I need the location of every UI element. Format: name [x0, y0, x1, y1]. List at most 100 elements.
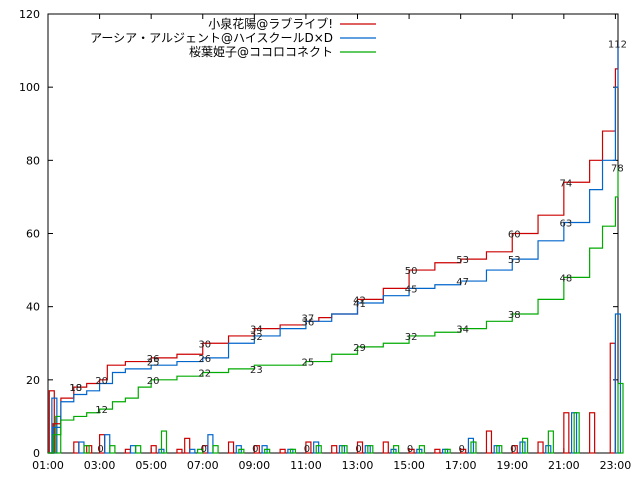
- series-line-1: [48, 43, 619, 454]
- bar-red: [485, 430, 493, 454]
- data-label-series-2: 112: [608, 39, 627, 50]
- x-tick-label: 03:00: [84, 459, 116, 472]
- bar-green: [367, 445, 374, 454]
- bar-green: [444, 448, 451, 454]
- bar-blue: [207, 434, 214, 454]
- bar-zero-label: 0: [458, 444, 464, 455]
- data-label-series-1: 53: [456, 255, 469, 266]
- data-label-series-1: 60: [508, 230, 521, 241]
- bar-green: [109, 445, 116, 454]
- bar-green: [470, 441, 477, 454]
- bar-green: [212, 445, 219, 454]
- x-tick-label: 23:00: [600, 459, 632, 472]
- bar-red: [563, 412, 570, 454]
- bar-red: [434, 448, 441, 454]
- series-line-2: [48, 43, 619, 454]
- x-tick-label: 13:00: [342, 459, 374, 472]
- data-label-series-1: 50: [405, 266, 418, 277]
- bar-blue: [189, 448, 196, 454]
- bar-red: [382, 441, 389, 454]
- bar-green: [393, 445, 400, 454]
- legend-entry-label: 桜葉姫子@ココロコネクト: [189, 45, 333, 59]
- y-tick-label: 20: [26, 374, 40, 387]
- y-tick-label: 120: [19, 8, 40, 21]
- data-label-series-2: 25: [147, 358, 160, 369]
- bar-green: [238, 448, 245, 454]
- data-label-series-3: 34: [456, 325, 469, 336]
- bar-red: [124, 448, 131, 454]
- x-tick-label: 15:00: [393, 459, 425, 472]
- data-label-series-3: 12: [95, 405, 108, 416]
- data-label-series-1: 42: [353, 295, 366, 306]
- data-label-series-2: 32: [250, 332, 263, 343]
- data-label-series-3: 32: [405, 332, 418, 343]
- x-tick-label: 09:00: [238, 459, 270, 472]
- bar-zero-label: 0: [304, 444, 310, 455]
- x-tick-label: 21:00: [548, 459, 580, 472]
- series-line-3: [48, 167, 619, 454]
- data-label-series-3: 20: [147, 376, 160, 387]
- bar-green: [196, 448, 204, 454]
- data-label-series-1: 26: [147, 354, 160, 365]
- bar-green: [496, 445, 503, 454]
- data-label-series-2: 53: [508, 255, 521, 266]
- data-label-series-1: 34: [250, 325, 263, 336]
- data-label-series-2: 18: [69, 383, 82, 394]
- hourly-bars: 0 0 0 0 0 0 0 0: [48, 313, 624, 455]
- data-label-series-3: 23: [250, 365, 263, 376]
- data-label-series-3: 25: [302, 358, 315, 369]
- bar-green: [315, 445, 322, 454]
- bar-green: [521, 437, 529, 454]
- data-label-series-3: 38: [508, 310, 521, 321]
- bar-zero-label: 0: [252, 444, 258, 455]
- data-label-series-1: 30: [198, 339, 211, 350]
- bar-red: [150, 445, 157, 454]
- x-tick-label: 01:00: [32, 459, 64, 472]
- y-tick-label: 0: [33, 447, 40, 460]
- bar-blue: [51, 397, 58, 454]
- bar-red: [331, 445, 338, 454]
- x-tick-label: 07:00: [187, 459, 219, 472]
- bar-green: [341, 445, 348, 454]
- x-tick-label: 05:00: [135, 459, 167, 472]
- bar-green: [160, 430, 168, 454]
- bar-green: [135, 445, 142, 454]
- legend: 小泉花陽@ラブライブ!アーシア・アルジェント@ハイスクールD×D桜葉姫子@ココロ…: [90, 16, 376, 59]
- y-tick-label: 80: [26, 154, 40, 167]
- legend-entry-label: 小泉花陽@ラブライブ!: [208, 16, 333, 31]
- y-tick-label: 40: [26, 301, 40, 314]
- bar-red: [176, 448, 183, 454]
- bar-blue: [129, 445, 137, 454]
- bar-red: [73, 441, 80, 454]
- bar-red: [356, 441, 364, 454]
- bar-blue: [104, 434, 111, 454]
- data-label-series-2: 45: [405, 284, 418, 295]
- data-label-series-2: 36: [302, 317, 315, 328]
- series-lines: [48, 43, 619, 454]
- bar-green: [573, 412, 580, 454]
- data-label-series-2: 63: [559, 219, 572, 230]
- bar-red: [511, 445, 518, 454]
- data-label-series-3: 78: [611, 164, 624, 175]
- data-label-series-3: 29: [353, 343, 366, 354]
- data-label-series-2: 41: [353, 299, 366, 310]
- data-label-series-1: 18: [69, 383, 82, 394]
- bar-red: [227, 441, 235, 454]
- data-label-series-1: 20: [95, 376, 108, 387]
- bar-zero-label: 0: [97, 444, 103, 455]
- bar-red: [537, 441, 544, 454]
- bar-blue: [78, 441, 85, 454]
- data-label-series-2: 26: [198, 354, 211, 365]
- x-tick-label: 17:00: [445, 459, 477, 472]
- x-tick-label: 19:00: [496, 459, 528, 472]
- bar-green: [418, 445, 426, 454]
- bar-zero-label: 0: [355, 444, 361, 455]
- bar-zero-label: 0: [201, 444, 207, 455]
- x-tick-label: 11:00: [290, 459, 322, 472]
- bar-green: [547, 430, 554, 454]
- bar-zero-label: 0: [407, 444, 413, 455]
- y-tick-label: 60: [26, 228, 40, 241]
